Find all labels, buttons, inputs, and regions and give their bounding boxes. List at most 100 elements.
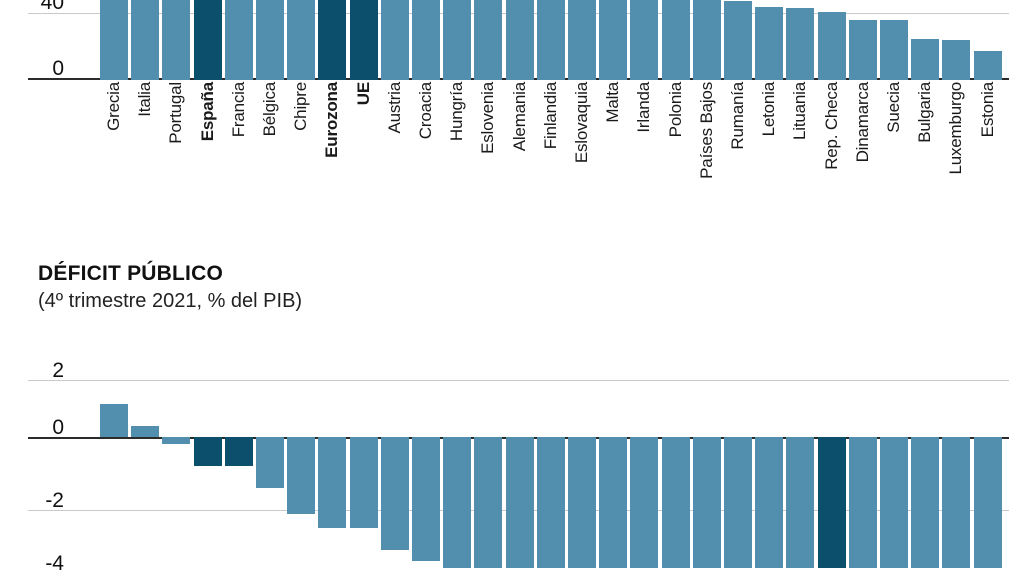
debt-bar bbox=[880, 20, 908, 80]
deficit-bar bbox=[224, 437, 253, 467]
category-label: Luxemburgo bbox=[946, 82, 966, 175]
debt-bar bbox=[630, 0, 659, 80]
deficit-bar bbox=[318, 437, 347, 529]
deficit-bar bbox=[162, 437, 191, 445]
y-tick-deficit-2: 2 bbox=[52, 359, 64, 382]
deficit-bar bbox=[100, 404, 128, 437]
category-label: Malta bbox=[603, 82, 623, 123]
deficit-subtitle: (4º trimestre 2021, % del PIB) bbox=[38, 290, 303, 312]
category-label: Polonia bbox=[665, 82, 685, 138]
category-label: Croacia bbox=[416, 82, 435, 140]
deficit-bar bbox=[536, 437, 565, 568]
debt-bar bbox=[692, 0, 721, 80]
debt-plot-area: 40 0 bbox=[0, 0, 1009, 80]
debt-bar bbox=[848, 20, 877, 80]
category-label: Rumanía bbox=[728, 82, 747, 150]
deficit-bar bbox=[568, 437, 596, 568]
category-label: Países Bajos bbox=[696, 82, 716, 179]
deficit-bar bbox=[848, 437, 877, 568]
deficit-plot-area: 2 0 -2 -4 bbox=[0, 350, 1009, 574]
deficit-bar bbox=[755, 437, 784, 568]
debt-bar bbox=[100, 0, 128, 80]
debt-bar bbox=[162, 0, 191, 80]
category-label: Grecia bbox=[104, 82, 123, 131]
y-tick-debt-0: 0 bbox=[52, 57, 64, 80]
debt-bar bbox=[755, 7, 784, 80]
deficit-bar bbox=[630, 437, 659, 568]
deficit-bar bbox=[412, 437, 440, 562]
debt-bar bbox=[724, 0, 752, 80]
category-label: Letonia bbox=[759, 82, 779, 137]
category-label: Irlanda bbox=[634, 82, 654, 133]
debt-bar bbox=[973, 50, 1002, 80]
deficit-chart: 2 0 -2 -4 bbox=[0, 350, 1009, 574]
deficit-section-heading: DÉFICIT PÚBLICO (4º trimestre 2021, % de… bbox=[38, 262, 302, 313]
debt-bar bbox=[505, 0, 534, 80]
y-tick-debt-40: 40 bbox=[40, 0, 64, 14]
deficit-bar bbox=[724, 437, 752, 568]
y-tick-deficit-minus2: -2 bbox=[45, 489, 64, 512]
category-label: Portugal bbox=[166, 82, 186, 144]
category-label: Bulgaria bbox=[915, 82, 935, 143]
debt-bar bbox=[599, 0, 628, 80]
deficit-bar bbox=[256, 437, 284, 489]
debt-bar bbox=[131, 0, 160, 80]
category-label: Dinamarca bbox=[852, 82, 872, 163]
debt-bar bbox=[287, 0, 316, 80]
debt-bar bbox=[817, 11, 846, 80]
category-label: Eurozona bbox=[322, 82, 342, 158]
y-tick-deficit-0: 0 bbox=[52, 416, 64, 439]
debt-bar bbox=[193, 0, 222, 80]
deficit-bar bbox=[661, 437, 690, 568]
debt-bar bbox=[942, 40, 971, 80]
deficit-bar bbox=[692, 437, 721, 568]
category-label: Rep. Checa bbox=[821, 82, 841, 170]
debt-bar bbox=[661, 0, 690, 80]
category-label: España bbox=[197, 82, 217, 142]
deficit-bar bbox=[349, 437, 378, 529]
debt-bar bbox=[349, 0, 378, 80]
deficit-title: DÉFICIT PÚBLICO bbox=[38, 262, 223, 285]
deficit-bar bbox=[443, 437, 472, 568]
deficit-bar bbox=[880, 437, 908, 568]
category-label: Alemania bbox=[509, 82, 529, 152]
debt-bar bbox=[786, 8, 815, 80]
deficit-bar bbox=[287, 437, 316, 514]
debt-bar bbox=[568, 0, 596, 80]
category-label: Francia bbox=[228, 82, 248, 138]
deficit-bar bbox=[973, 437, 1002, 568]
deficit-bar bbox=[599, 437, 628, 568]
category-label: Bélgica bbox=[260, 82, 279, 137]
debt-bar bbox=[224, 0, 253, 80]
category-label: UE bbox=[353, 82, 373, 106]
debt-bar bbox=[474, 0, 503, 80]
debt-chart: 40 0 bbox=[0, 0, 1009, 80]
debt-bar bbox=[380, 0, 409, 80]
gridline-2 bbox=[28, 380, 1009, 381]
deficit-bar bbox=[817, 437, 846, 568]
category-label: Eslovaquia bbox=[572, 82, 591, 164]
debt-bar bbox=[318, 0, 347, 80]
category-label: Chipre bbox=[291, 82, 311, 131]
category-label: Hungría bbox=[447, 82, 467, 142]
category-label: Italia bbox=[135, 82, 155, 117]
deficit-bar bbox=[474, 437, 503, 568]
deficit-bar bbox=[942, 437, 971, 568]
deficit-bar bbox=[786, 437, 815, 568]
y-tick-deficit-minus4: -4 bbox=[45, 552, 64, 575]
debt-bar bbox=[536, 0, 565, 80]
deficit-bar bbox=[911, 437, 940, 568]
deficit-bar bbox=[505, 437, 534, 568]
deficit-bar bbox=[193, 437, 222, 467]
deficit-bar bbox=[380, 437, 409, 551]
category-label: Eslovenia bbox=[478, 82, 498, 154]
category-label: Austria bbox=[384, 82, 404, 134]
debt-bar bbox=[256, 0, 284, 80]
debt-bar bbox=[911, 39, 940, 80]
category-label: Finlandia bbox=[540, 82, 560, 150]
category-label: Estonia bbox=[977, 82, 997, 138]
debt-bar bbox=[412, 0, 440, 80]
deficit-bar bbox=[131, 426, 160, 437]
debt-bar bbox=[443, 0, 472, 80]
